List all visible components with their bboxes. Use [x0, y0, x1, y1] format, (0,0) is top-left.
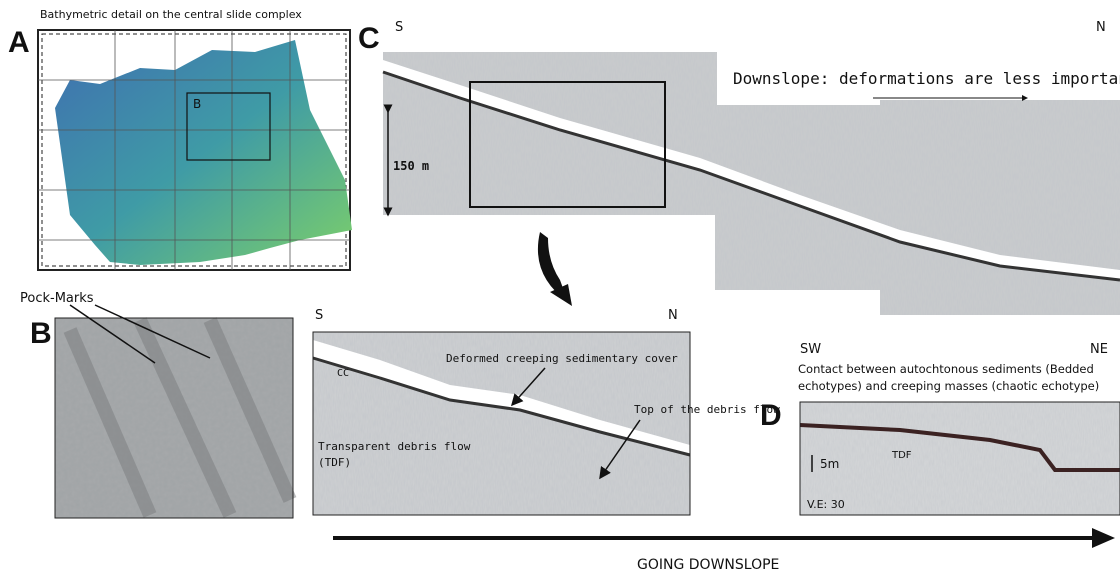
panel-label: C [358, 22, 380, 55]
label: Deformed creeping sedimentary cover [446, 352, 678, 365]
footer-label: GOING DOWNSLOPE [637, 557, 779, 573]
panel-label: A [8, 26, 30, 59]
direction: S [395, 20, 403, 35]
profile [383, 52, 1120, 315]
arrow-head [1092, 528, 1115, 548]
direction: S [315, 308, 323, 323]
scale-label: 150 m [393, 159, 429, 173]
direction: N [1096, 20, 1106, 35]
label: (TDF) [318, 456, 351, 469]
caption: echotypes) and creeping masses (chaotic … [798, 379, 1099, 393]
label: V.E: 30 [807, 498, 845, 511]
label: Top of the debris flow [634, 403, 780, 416]
inset-label: B [193, 97, 201, 111]
direction: NE [1090, 342, 1108, 357]
scale-label: 5m [820, 457, 839, 471]
label: TDF [891, 450, 912, 461]
figure: Bathymetric detail on the central slide … [0, 0, 1120, 574]
caption: Contact between autochtonous sediments (… [798, 362, 1094, 376]
label: Transparent debris flow [318, 440, 471, 453]
map-title: Bathymetric detail on the central slide … [40, 8, 302, 21]
label: CC [337, 368, 349, 379]
panel-label: D [760, 399, 782, 432]
annotation: Pock-Marks [20, 291, 94, 306]
d-profile [800, 402, 1120, 515]
direction: N [668, 308, 678, 323]
direction: SW [800, 342, 821, 357]
note: Downslope: deformations are less importa… [733, 69, 1120, 88]
panel-label: B [30, 317, 52, 350]
